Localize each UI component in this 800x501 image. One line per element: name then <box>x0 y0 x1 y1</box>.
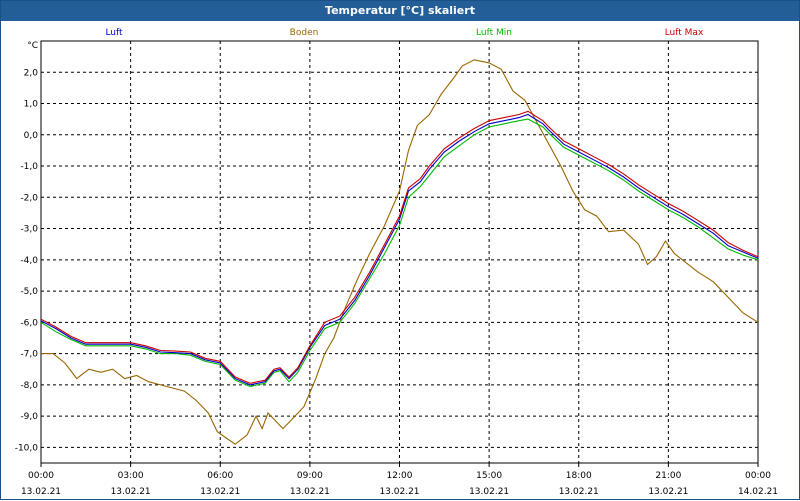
legend-entry: Luft Min <box>476 28 512 38</box>
x-tick-date-label: 13.02.21 <box>469 487 509 497</box>
x-tick-time-label: 09:00 <box>297 471 323 481</box>
x-tick-time-label: 21:00 <box>655 471 681 481</box>
x-tick-time-label: 03:00 <box>118 471 144 481</box>
y-tick-label: -9,0 <box>20 412 38 422</box>
series-line-luft-max <box>40 110 759 384</box>
y-tick-label: -5,0 <box>20 287 38 297</box>
y-tick-label: 2,0 <box>24 68 39 78</box>
x-tick-date-label: 13.02.21 <box>111 487 151 497</box>
y-tick-label: -2,0 <box>20 193 38 203</box>
legend-entry: Luft Max <box>665 28 704 38</box>
x-tick-date-label: 13.02.21 <box>290 487 330 497</box>
legend-entry: Boden <box>290 28 319 38</box>
x-tick-date-label: 13.02.21 <box>559 487 599 497</box>
x-tick-date-label: 13.02.21 <box>379 487 419 497</box>
x-tick-date-label: 13.02.21 <box>21 487 61 497</box>
x-tick-time-label: 18:00 <box>566 471 592 481</box>
x-tick-time-label: 00:00 <box>745 471 771 481</box>
legend-entry: Luft <box>105 28 123 38</box>
y-tick-label: -6,0 <box>20 318 38 328</box>
y-tick-label: -10,0 <box>15 443 39 453</box>
y-tick-label: -8,0 <box>20 381 38 391</box>
x-tick-time-label: 06:00 <box>207 471 233 481</box>
series-line-boden <box>41 59 759 445</box>
y-tick-label: -3,0 <box>20 225 38 235</box>
x-tick-date-label: 14.02.21 <box>738 487 778 497</box>
series-line-luft-min <box>40 118 759 387</box>
x-tick-date-label: 13.02.21 <box>200 487 240 497</box>
x-tick-time-label: 12:00 <box>387 471 413 481</box>
y-tick-label: -1,0 <box>20 162 38 172</box>
y-tick-label: -7,0 <box>20 350 38 360</box>
x-tick-date-label: 13.02.21 <box>648 487 688 497</box>
y-tick-label: -4,0 <box>20 256 38 266</box>
x-tick-time-label: 00:00 <box>28 471 54 481</box>
window-title: Temperatur [°C] skaliert <box>1 1 799 21</box>
y-axis-unit-label: °C <box>27 41 38 51</box>
series-line-luft <box>40 113 759 386</box>
y-tick-label: 1,0 <box>24 100 39 110</box>
x-tick-time-label: 15:00 <box>476 471 502 481</box>
y-tick-label: 0,0 <box>24 131 39 141</box>
